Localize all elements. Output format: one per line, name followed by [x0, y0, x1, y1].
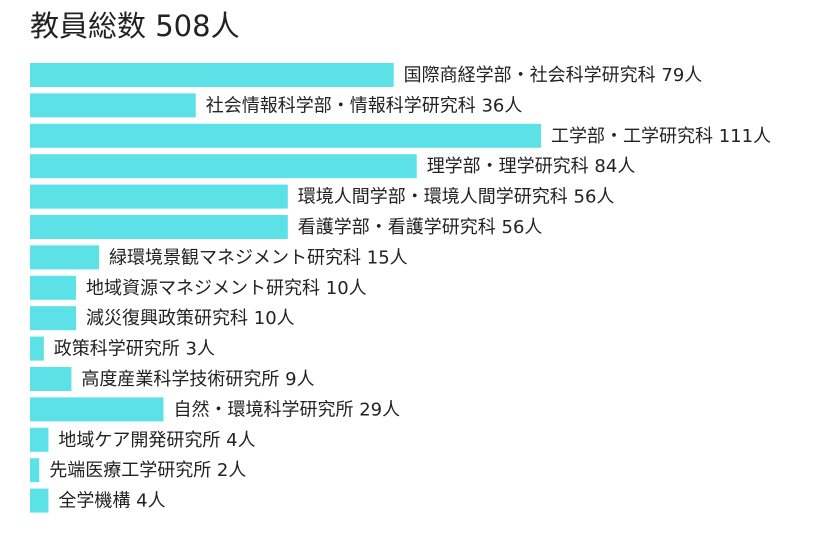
- bar-label-14: 全学機構 4人: [58, 491, 165, 512]
- bar-label-3: 理学部・理学研究科 84人: [427, 156, 636, 177]
- bar-label-9: 政策科学研究所 3人: [54, 339, 215, 360]
- bar-label-5: 看護学部・看護学研究科 56人: [298, 217, 543, 238]
- bar-2: [30, 123, 541, 148]
- bar-label-7: 地域資源マネジメント研究科 10人: [86, 278, 367, 299]
- bar-10: [30, 367, 72, 391]
- bar-3: [30, 154, 417, 179]
- bar-label-12: 地域ケア開発研究所 4人: [58, 430, 255, 451]
- bar-12: [30, 427, 49, 452]
- bar-1: [30, 93, 196, 118]
- bar-4: [30, 184, 288, 209]
- bar-0: [30, 63, 394, 87]
- bar-label-4: 環境人間学部・環境人間学研究科 56人: [298, 187, 615, 208]
- bar-label-8: 減災復興政策研究科 10人: [86, 308, 295, 329]
- bar-9: [30, 336, 44, 361]
- bar-14: [30, 488, 49, 513]
- bar-label-6: 緑環境景観マネジメント研究科 15人: [109, 247, 408, 268]
- bar-5: [30, 215, 288, 239]
- bar-label-2: 工学部・工学研究科 111人: [551, 126, 771, 147]
- bar-label-1: 社会情報科学部・情報科学研究科 36人: [206, 95, 523, 116]
- bar-6: [30, 245, 100, 270]
- bar-13: [30, 458, 40, 483]
- bar-11: [30, 397, 164, 422]
- bar-label-0: 国際商経学部・社会科学研究科 79人: [404, 65, 703, 86]
- bar-label-13: 先端医療工学研究所 2人: [49, 460, 246, 481]
- chart-title: 教員総数 508人: [30, 9, 240, 43]
- bar-7: [30, 275, 77, 300]
- bar-8: [30, 306, 77, 331]
- bar-label-11: 自然・環境科学研究所 29人: [174, 399, 401, 420]
- bar-label-10: 高度産業科学技術研究所 9人: [81, 369, 314, 390]
